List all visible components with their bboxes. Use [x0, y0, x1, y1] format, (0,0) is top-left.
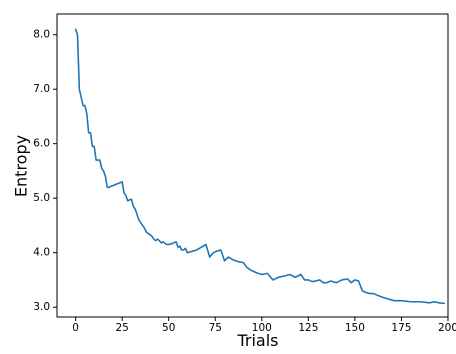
y-tick-label: 7.0: [33, 83, 50, 95]
y-tick-label: 3.0: [33, 301, 50, 313]
plot-area: [56, 13, 449, 318]
x-tick-label: 200: [438, 322, 456, 334]
line-layer: [74, 28, 446, 305]
y-axis-title: Entropy: [12, 135, 31, 197]
y-tick-label: 5.0: [33, 192, 50, 204]
x-tick-label: 150: [345, 322, 365, 334]
series-line: [74, 28, 446, 305]
x-tick-label: 0: [72, 322, 79, 334]
y-tick-label: 4.0: [33, 247, 50, 259]
x-tick-label: 100: [252, 322, 272, 334]
y-tick-label: 8.0: [33, 29, 50, 41]
x-tick-label: 25: [115, 322, 128, 334]
x-tick-label: 175: [391, 322, 411, 334]
x-tick-label: 125: [298, 322, 318, 334]
x-tick-label: 75: [209, 322, 222, 334]
ticks-layer: 0 25 50 75 100 125 150 175 200 3.0 4.0 5.0 6.0 7.0 8.0: [33, 29, 456, 334]
x-axis-title: Trials: [236, 331, 278, 350]
y-tick-label: 6.0: [33, 138, 50, 150]
x-tick-label: 50: [162, 322, 175, 334]
